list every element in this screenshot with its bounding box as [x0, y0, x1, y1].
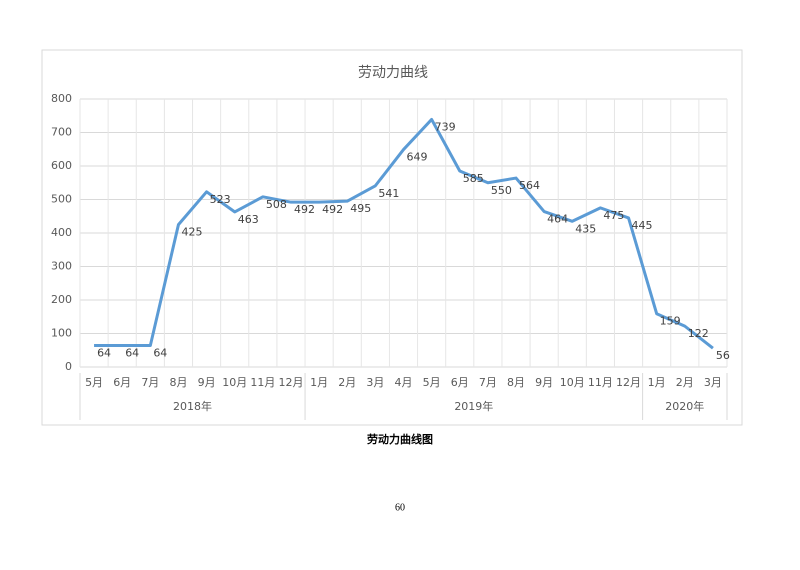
y-tick-label: 300: [51, 260, 72, 273]
data-label: 425: [181, 226, 202, 239]
data-label: 495: [350, 202, 371, 215]
series-line: [94, 117, 714, 350]
x-tick-label: 11月: [250, 376, 275, 389]
data-label: 463: [238, 213, 259, 226]
x-tick-label: 2月: [338, 376, 356, 389]
data-label: 435: [575, 222, 596, 235]
y-tick-label: 700: [51, 126, 72, 139]
data-label: 122: [688, 327, 709, 340]
x-tick-label: 10月: [560, 376, 585, 389]
x-tick-label: 5月: [423, 376, 441, 389]
x-tick-label: 9月: [198, 376, 216, 389]
data-label: 550: [491, 184, 512, 197]
caption: 劳动力曲线图: [367, 432, 433, 446]
page-number: 60: [395, 502, 405, 513]
x-tick-label: 9月: [535, 376, 553, 389]
y-tick-label: 0: [65, 360, 72, 373]
data-label: 64: [153, 347, 167, 360]
x-tick-label: 1月: [310, 376, 328, 389]
y-tick-label: 500: [51, 193, 72, 206]
data-label: 445: [632, 219, 653, 232]
x-tick-label: 2月: [676, 376, 694, 389]
y-tick-label: 200: [51, 293, 72, 306]
data-label: 492: [322, 203, 343, 216]
x-tick-label: 7月: [479, 376, 497, 389]
data-label: 64: [97, 347, 111, 360]
data-label: 649: [407, 151, 428, 164]
x-tick-label: 12月: [278, 376, 303, 389]
data-label: 64: [125, 347, 139, 360]
data-label: 475: [603, 209, 624, 222]
y-tick-label: 100: [51, 327, 72, 340]
y-tick-label: 600: [51, 159, 72, 172]
x-tick-label: 3月: [704, 376, 722, 389]
data-label: 523: [210, 193, 231, 206]
x-tick-label: 3月: [366, 376, 384, 389]
chart-title: 劳动力曲线: [358, 65, 428, 81]
data-label: 464: [547, 213, 568, 226]
data-label: 159: [660, 315, 681, 328]
y-tick-label: 400: [51, 226, 72, 239]
x-tick-label: 8月: [169, 376, 187, 389]
data-label: 492: [294, 203, 315, 216]
x-tick-label: 11月: [588, 376, 613, 389]
data-label: 508: [266, 198, 287, 211]
x-tick-label: 5月: [85, 376, 103, 389]
x-group-label: 2020年: [665, 399, 704, 413]
x-group-label: 2019年: [454, 399, 493, 413]
data-label: 585: [463, 172, 484, 185]
data-label: 56: [716, 349, 730, 362]
x-tick-label: 1月: [648, 376, 666, 389]
y-tick-label: 800: [51, 92, 72, 105]
chart-frame: [41, 49, 743, 426]
x-tick-label: 4月: [395, 376, 413, 389]
x-tick-label: 12月: [616, 376, 641, 389]
data-label: 541: [378, 187, 399, 200]
data-label: 739: [435, 120, 456, 133]
x-tick-label: 6月: [451, 376, 469, 389]
data-label: 564: [519, 179, 540, 192]
x-tick-label: 10月: [222, 376, 247, 389]
x-tick-label: 6月: [113, 376, 131, 389]
x-tick-label: 8月: [507, 376, 525, 389]
x-tick-label: 7月: [141, 376, 159, 389]
x-group-label: 2018年: [173, 399, 212, 413]
